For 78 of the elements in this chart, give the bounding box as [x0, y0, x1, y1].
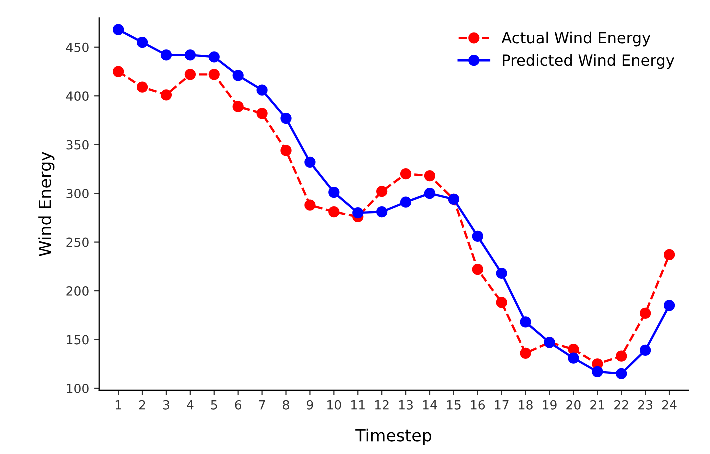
y-tick-label: 250 [66, 238, 89, 248]
point [208, 69, 220, 80]
point [328, 187, 340, 198]
y-tick-label: 300 [66, 189, 89, 199]
point [592, 366, 604, 378]
point [232, 70, 244, 82]
point [496, 268, 508, 280]
point [304, 200, 316, 211]
point [424, 188, 436, 200]
x-tick-label: 9 [307, 400, 314, 410]
point [640, 344, 652, 356]
legend-label: Actual Wind Energy [502, 32, 651, 47]
point [640, 308, 652, 320]
point [160, 50, 172, 61]
point [568, 344, 580, 356]
y-tick-label: 350 [66, 140, 89, 150]
x-tick-label: 10 [328, 400, 342, 410]
x-tick-label: 3 [163, 400, 170, 410]
x-tick-label: 16 [471, 400, 486, 410]
point [520, 316, 532, 328]
point [136, 82, 148, 93]
x-tick-label: 12 [375, 400, 389, 410]
x-tick-label: 15 [447, 400, 461, 410]
point [328, 206, 340, 218]
x-tick-label: 4 [187, 400, 194, 410]
point [256, 108, 268, 120]
legend-label: Predicted Wind Energy [503, 54, 674, 70]
x-tick-label: 20 [566, 400, 581, 410]
point [280, 112, 292, 124]
y-tick-label: 200 [66, 286, 89, 296]
point [424, 170, 436, 182]
x-tick-label: 5 [211, 400, 218, 410]
point [256, 84, 268, 96]
point [664, 249, 676, 261]
x-tick-label: 14 [423, 400, 438, 410]
point [400, 196, 412, 208]
point [568, 352, 580, 364]
point [472, 230, 484, 242]
x-tick-label: 23 [638, 400, 653, 410]
x-tick-label: 19 [543, 400, 557, 410]
point [376, 186, 388, 198]
x-tick-label: 11 [352, 400, 365, 410]
point [280, 145, 292, 156]
x-axis-title: Timestep [356, 428, 432, 446]
x-tick-label: 13 [399, 400, 413, 410]
point [520, 348, 532, 359]
point [113, 66, 124, 78]
x-tick-label: 24 [662, 400, 677, 410]
y-axis-title: Wind Energy [38, 152, 55, 257]
x-tick-label: 8 [283, 400, 290, 410]
point [160, 90, 172, 101]
point [184, 50, 196, 61]
point [664, 300, 676, 312]
y-tick-label: 150 [67, 335, 89, 345]
point [304, 156, 316, 168]
x-tick-label: 2 [139, 400, 146, 410]
point [376, 206, 388, 218]
point [616, 350, 628, 362]
point [352, 208, 364, 219]
point [232, 101, 244, 112]
x-tick-label: 6 [235, 400, 242, 410]
x-tick-label: 1 [116, 400, 122, 410]
point [496, 297, 508, 308]
point [136, 36, 148, 48]
x-tick-label: 22 [614, 400, 628, 410]
y-tick-label: 400 [66, 92, 89, 102]
y-tick-label: 450 [66, 42, 89, 52]
point [616, 368, 628, 380]
point [184, 69, 196, 80]
x-tick-label: 7 [259, 400, 266, 410]
point [113, 24, 124, 36]
x-tick-label: 18 [519, 400, 533, 410]
point [472, 264, 484, 276]
y-tick-label: 100 [67, 384, 89, 394]
x-tick-label: 21 [590, 400, 604, 410]
point [400, 168, 412, 180]
x-tick-label: 17 [495, 400, 509, 410]
point [208, 52, 220, 63]
